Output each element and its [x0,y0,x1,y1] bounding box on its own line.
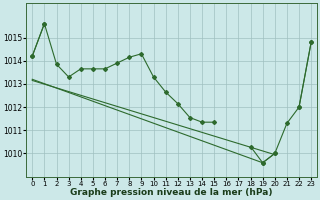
X-axis label: Graphe pression niveau de la mer (hPa): Graphe pression niveau de la mer (hPa) [70,188,273,197]
